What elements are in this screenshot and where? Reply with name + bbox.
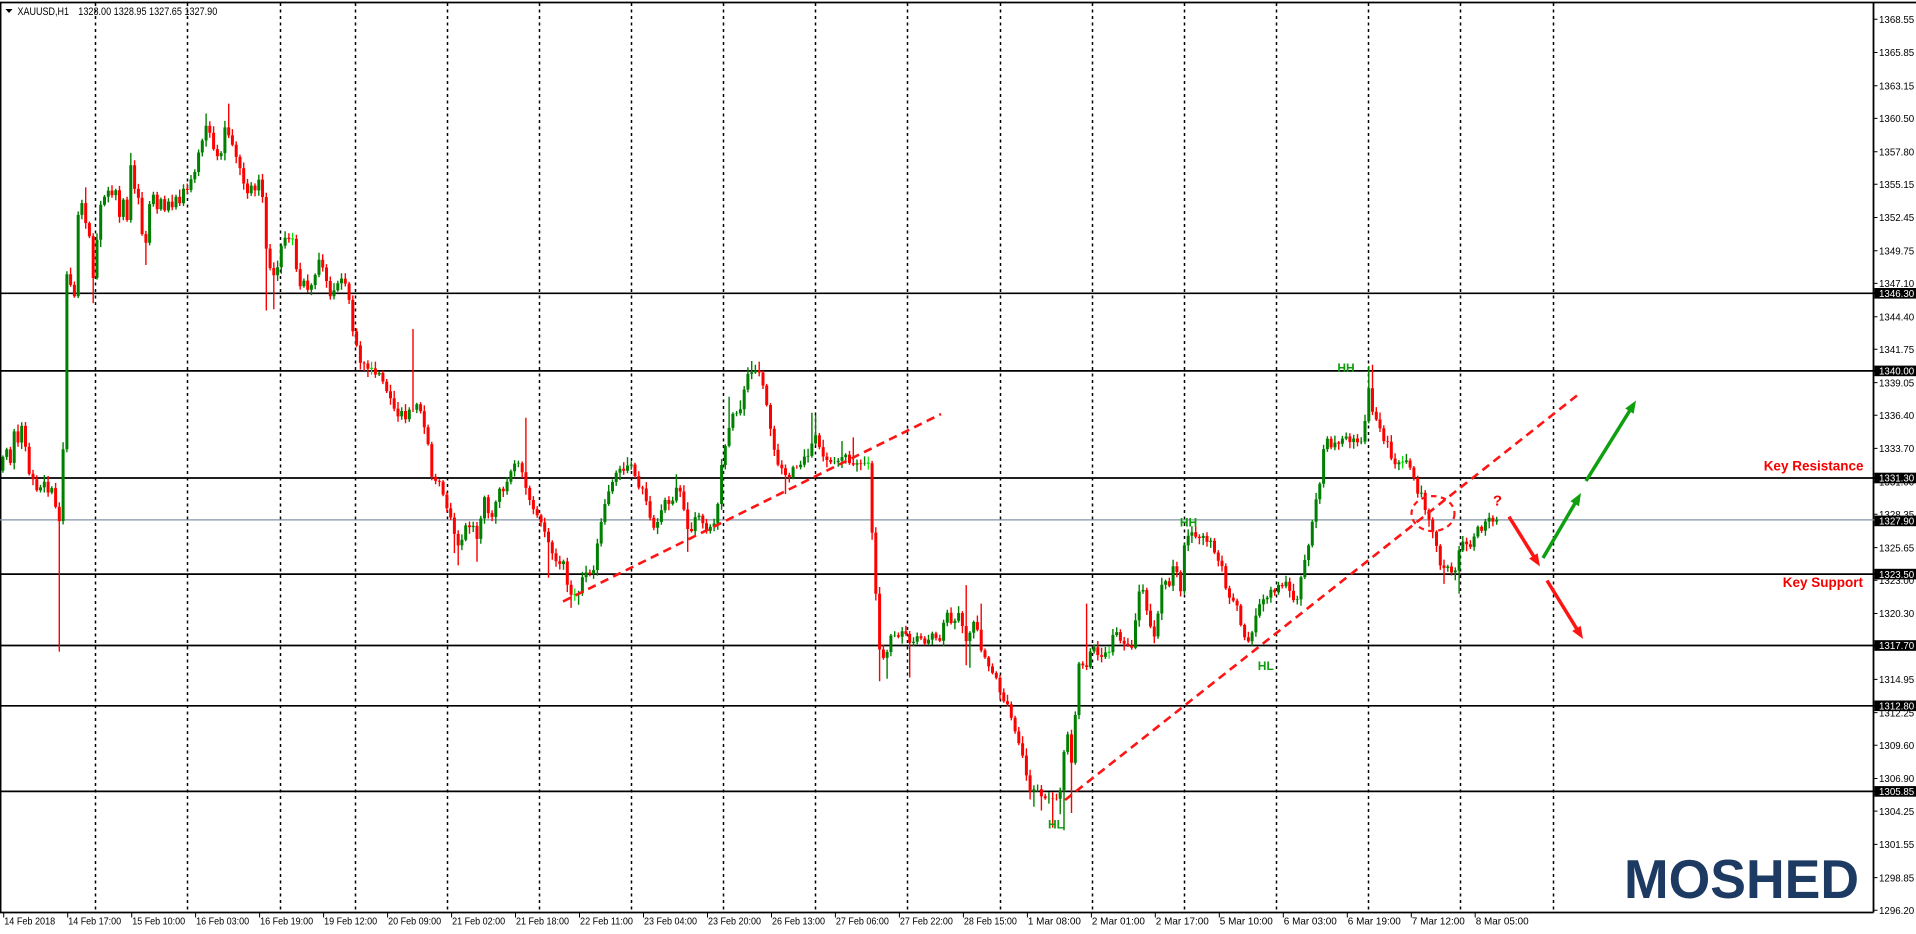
svg-text:1306.90: 1306.90: [1879, 773, 1914, 785]
svg-text:20 Feb 09:00: 20 Feb 09:00: [388, 915, 441, 927]
svg-text:HL: HL: [1258, 659, 1274, 673]
svg-text:1327.90: 1327.90: [1879, 516, 1914, 528]
svg-text:1352.45: 1352.45: [1879, 212, 1914, 224]
svg-text:1 Mar 08:00: 1 Mar 08:00: [1028, 915, 1081, 927]
svg-text:1339.05: 1339.05: [1879, 377, 1914, 389]
svg-text:1368.55: 1368.55: [1879, 14, 1914, 26]
svg-text:28 Feb 15:00: 28 Feb 15:00: [964, 915, 1017, 927]
svg-text:MOSHED: MOSHED: [1624, 848, 1859, 910]
svg-text:1298.85: 1298.85: [1879, 872, 1914, 884]
svg-text:1296.20: 1296.20: [1879, 905, 1914, 917]
svg-text:?: ?: [1493, 493, 1502, 510]
svg-text:1309.60: 1309.60: [1879, 740, 1914, 752]
svg-text:7 Mar 12:00: 7 Mar 12:00: [1412, 915, 1465, 927]
svg-text:14 Feb 2018: 14 Feb 2018: [4, 915, 55, 927]
svg-text:6 Mar 19:00: 6 Mar 19:00: [1348, 915, 1401, 927]
svg-text:8 Mar 05:00: 8 Mar 05:00: [1476, 915, 1529, 927]
svg-text:1355.15: 1355.15: [1879, 179, 1914, 191]
svg-text:15 Feb 10:00: 15 Feb 10:00: [132, 915, 185, 927]
svg-text:XAUUSD,H1: XAUUSD,H1: [18, 6, 70, 18]
svg-text:Key Support: Key Support: [1783, 575, 1864, 590]
svg-text:1320.30: 1320.30: [1879, 608, 1914, 620]
svg-text:1344.40: 1344.40: [1879, 311, 1914, 323]
svg-text:16 Feb 19:00: 16 Feb 19:00: [260, 915, 313, 927]
svg-text:5 Mar 10:00: 5 Mar 10:00: [1220, 915, 1273, 927]
svg-text:1349.75: 1349.75: [1879, 246, 1914, 258]
svg-text:27 Feb 22:00: 27 Feb 22:00: [900, 915, 953, 927]
svg-text:6 Mar 03:00: 6 Mar 03:00: [1284, 915, 1337, 927]
svg-text:1360.50: 1360.50: [1879, 113, 1914, 125]
svg-text:1317.70: 1317.70: [1879, 640, 1914, 652]
svg-text:21 Feb 02:00: 21 Feb 02:00: [452, 915, 505, 927]
svg-text:1340.00: 1340.00: [1879, 366, 1914, 378]
svg-text:23 Feb 20:00: 23 Feb 20:00: [708, 915, 761, 927]
svg-text:1305.85: 1305.85: [1879, 786, 1914, 798]
svg-text:Key Resistance: Key Resistance: [1764, 458, 1864, 473]
svg-text:21 Feb 18:00: 21 Feb 18:00: [516, 915, 569, 927]
svg-text:1357.80: 1357.80: [1879, 146, 1914, 158]
svg-text:1336.40: 1336.40: [1879, 410, 1914, 422]
svg-text:26 Feb 13:00: 26 Feb 13:00: [772, 915, 825, 927]
svg-text:23 Feb 04:00: 23 Feb 04:00: [644, 915, 697, 927]
svg-text:1363.15: 1363.15: [1879, 81, 1914, 93]
svg-text:16 Feb 03:00: 16 Feb 03:00: [196, 915, 249, 927]
svg-text:1325.65: 1325.65: [1879, 542, 1914, 554]
svg-text:1365.85: 1365.85: [1879, 47, 1914, 59]
svg-text:1341.75: 1341.75: [1879, 344, 1914, 356]
svg-text:1328.00 1328.95 1327.65 1327.9: 1328.00 1328.95 1327.65 1327.90: [78, 6, 217, 18]
svg-text:27 Feb 06:00: 27 Feb 06:00: [836, 915, 889, 927]
svg-text:22 Feb 11:00: 22 Feb 11:00: [580, 915, 633, 927]
svg-text:1346.30: 1346.30: [1879, 288, 1914, 300]
svg-text:2 Mar 01:00: 2 Mar 01:00: [1092, 915, 1145, 927]
svg-text:14 Feb 17:00: 14 Feb 17:00: [68, 915, 121, 927]
svg-text:1314.95: 1314.95: [1879, 674, 1914, 686]
svg-text:1333.70: 1333.70: [1879, 443, 1914, 455]
svg-text:19 Feb 12:00: 19 Feb 12:00: [324, 915, 377, 927]
svg-text:1347.10: 1347.10: [1879, 278, 1914, 290]
svg-text:1312.80: 1312.80: [1879, 701, 1914, 713]
svg-text:HH: HH: [1180, 516, 1197, 530]
svg-text:1331.30: 1331.30: [1879, 473, 1914, 485]
svg-text:1323.50: 1323.50: [1879, 569, 1914, 581]
svg-text:2 Mar 17:00: 2 Mar 17:00: [1156, 915, 1209, 927]
svg-text:1304.25: 1304.25: [1879, 806, 1914, 818]
svg-text:1301.55: 1301.55: [1879, 839, 1914, 851]
svg-text:HH: HH: [1337, 361, 1354, 375]
svg-text:HL: HL: [1048, 817, 1064, 831]
